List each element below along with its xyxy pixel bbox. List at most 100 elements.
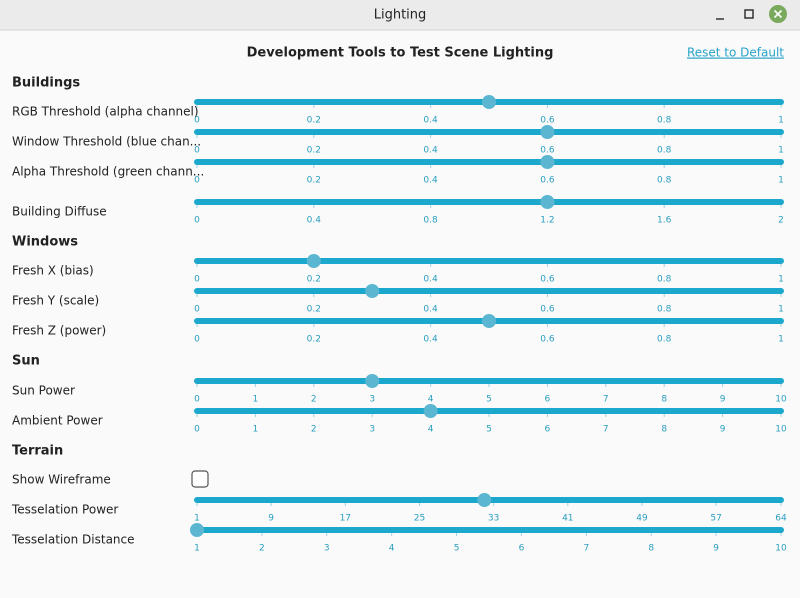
tick-label: 9 [720,425,726,435]
tick-label: 1 [253,395,259,405]
tick-label: 8 [661,425,667,435]
control-label: Tesselation Power [11,503,118,517]
tick-label: 10 [775,544,787,554]
tick-label: 2 [311,425,317,435]
tick-label: 64 [775,514,787,524]
control-label: RGB Threshold (alpha channel) [12,105,199,119]
tick-label: 0.6 [540,146,555,156]
slider-thumb[interactable] [482,95,496,109]
tick-label: 1 [778,116,784,126]
header-title: Development Tools to Test Scene Lighting [247,46,554,61]
tick-label: 1 [194,514,200,524]
tick-label: 17 [340,514,351,524]
section-heading: Windows [12,235,78,250]
slider-thumb[interactable] [365,284,380,298]
tick-label: 8 [661,395,667,405]
tick-label: 1 [778,275,784,285]
tick-label: 9 [720,395,726,405]
tick-label: 1.6 [657,216,672,226]
tick-label: 6 [545,425,551,435]
tick-label: 0.4 [423,176,438,186]
tick-label: 0 [194,116,200,126]
control-label: Alpha Threshold (green chann... [12,165,204,179]
slider-thumb[interactable] [477,493,492,507]
control-label: Show Wireframe [12,473,111,487]
tick-label: 0.6 [540,176,555,186]
tick-label: 0.2 [307,335,321,345]
tick-label: 8 [648,544,654,554]
tick-label: 10 [775,395,787,405]
tick-label: 0.4 [423,305,438,315]
close-button[interactable] [769,5,787,23]
tick-label: 0 [194,146,200,156]
checkbox[interactable] [191,470,209,488]
tick-label: 3 [324,544,330,554]
section-heading: Terrain [12,444,63,459]
close-icon [773,9,783,19]
tick-label: 9 [268,514,274,524]
tick-label: 1 [778,176,784,186]
tick-label: 57 [710,514,721,524]
tick-label: 0.8 [657,146,672,156]
slider-thumb[interactable] [540,125,555,139]
tick-label: 0 [194,216,200,226]
tick-label: 0.4 [423,146,438,156]
tick-label: 1.2 [540,216,554,226]
tick-label: 0.6 [540,275,555,285]
tick-label: 2 [259,544,265,554]
slider-thumb[interactable] [540,155,555,169]
tick-label: 0.8 [657,116,672,126]
tick-label: 0.8 [423,216,438,226]
control-label: Fresh X (bias) [12,264,94,278]
tick-label: 1 [778,305,784,315]
tick-label: 1 [253,425,259,435]
tick-label: 6 [519,544,525,554]
tick-label: 41 [562,514,573,524]
tick-label: 0.2 [307,305,321,315]
tick-label: 2 [778,216,784,226]
tick-label: 0 [194,176,200,186]
tick-label: 0 [194,425,200,435]
slider-thumb[interactable] [306,254,321,268]
control-label: Fresh Z (power) [12,324,106,338]
tick-label: 33 [488,514,499,524]
tick-label: 1 [778,335,784,345]
slider-thumb[interactable] [423,404,438,418]
tick-label: 9 [713,544,719,554]
tick-label: 7 [603,425,609,435]
tick-label: 0.8 [657,335,672,345]
control-label: Window Threshold (blue chan... [12,135,201,149]
tick-label: 5 [454,544,460,554]
tick-label: 49 [636,514,648,524]
tick-label: 0.4 [423,275,438,285]
tick-label: 0 [194,335,200,345]
tick-label: 0 [194,275,200,285]
slider-thumb[interactable] [365,374,380,388]
tick-label: 0.6 [540,116,555,126]
slider-thumb[interactable] [482,314,496,328]
slider-thumb[interactable] [190,523,204,537]
window-title: Lighting [374,8,427,23]
tick-label: 2 [311,395,317,405]
reset-link[interactable]: Reset to Default [687,46,784,60]
tick-label: 0.2 [307,116,321,126]
maximize-button[interactable] [744,9,754,19]
tick-label: 0.2 [307,176,321,186]
section-heading: Sun [12,354,40,369]
tick-label: 6 [545,395,551,405]
tick-label: 7 [603,395,609,405]
title-bar [0,0,800,30]
tick-label: 0 [194,395,200,405]
tick-label: 5 [486,425,492,435]
slider-thumb[interactable] [540,195,555,209]
control-label: Building Diffuse [12,205,107,219]
tick-label: 1 [778,146,784,156]
tick-label: 0.4 [307,216,322,226]
tick-label: 4 [428,395,434,405]
tick-label: 0.8 [657,176,672,186]
tick-label: 0.6 [540,305,555,315]
section-heading: Buildings [12,76,80,91]
tick-label: 0.6 [540,335,555,345]
